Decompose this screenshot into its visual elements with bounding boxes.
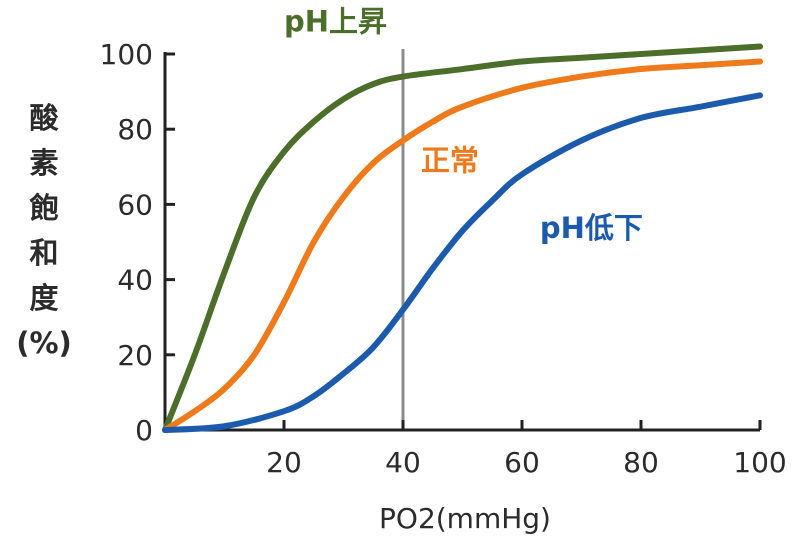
- y-tick-label: 100: [100, 38, 153, 71]
- series-line-2: [162, 92, 763, 433]
- series-label-0: pH上昇: [284, 4, 387, 38]
- y-tick-label: 40: [117, 264, 153, 297]
- y-axis-label-char: 和: [29, 236, 59, 270]
- x-tick-label: 60: [504, 446, 540, 479]
- x-tick-label: 20: [266, 446, 302, 479]
- y-axis-label-char: 素: [29, 146, 59, 180]
- y-tick-label: 60: [117, 188, 153, 221]
- y-tick-label: 80: [117, 113, 153, 146]
- y-axis-label-char: (%): [16, 326, 72, 360]
- series-line-1: [162, 58, 763, 433]
- y-axis-label-char: 飽: [29, 191, 59, 225]
- series-line-0: [162, 43, 763, 433]
- x-tick-label: 100: [733, 446, 786, 479]
- x-axis-label: PO2(mmHg): [379, 502, 551, 535]
- y-axis-label-char: 度: [29, 281, 59, 315]
- y-tick-label: 20: [117, 339, 153, 372]
- x-tick-label: 40: [385, 446, 421, 479]
- x-tick-label: 80: [623, 446, 659, 479]
- y-axis-label: 酸 素 飽 和 度 (%): [14, 96, 74, 366]
- series-label-1: 正常: [421, 144, 479, 178]
- y-axis-label-char: 酸: [29, 101, 59, 135]
- series-label-2: pH低下: [540, 211, 643, 245]
- y-tick-label: 0: [135, 414, 153, 447]
